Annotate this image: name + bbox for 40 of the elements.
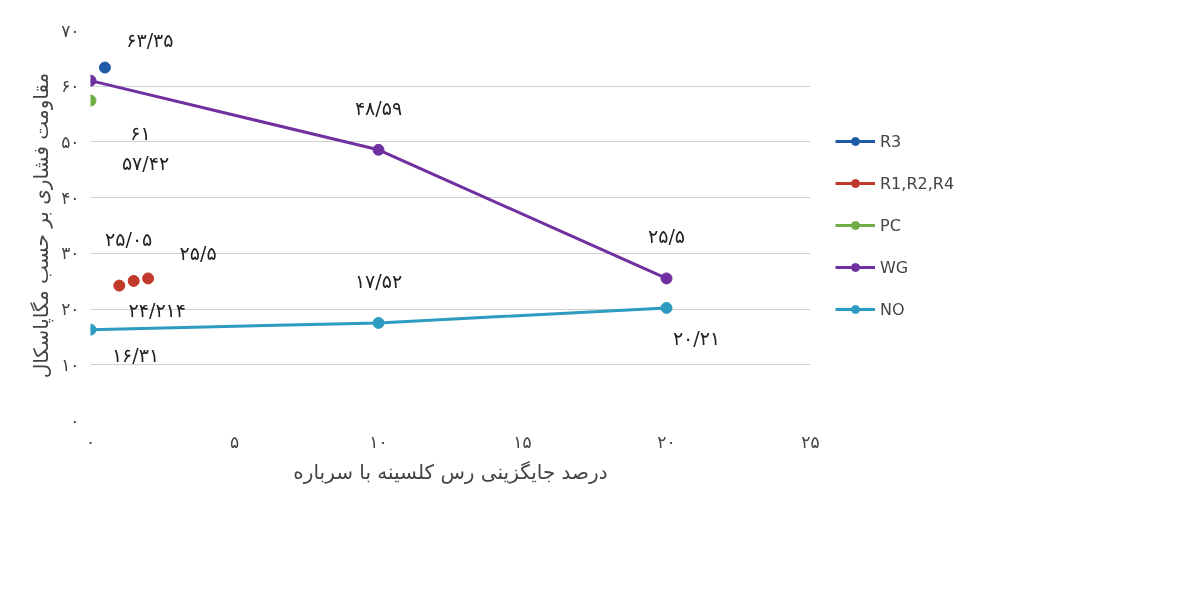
- data-label: ۲۵/۵: [647, 225, 686, 248]
- legend-label: R1,R2,R4: [880, 173, 955, 193]
- data-label: ۵۷/۴۲: [121, 151, 170, 174]
- point: [660, 272, 673, 285]
- y-tick-label: ۷۰: [61, 20, 80, 41]
- x-tick-label: ۰: [85, 431, 96, 452]
- x-tick-label: ۵: [229, 431, 240, 452]
- y-tick-label: ۵۰: [61, 131, 80, 152]
- legend-label: R3: [880, 131, 902, 151]
- legend-label: NO: [880, 299, 905, 319]
- y-tick-label: ۶۰: [61, 76, 80, 97]
- legend-label: PC: [880, 215, 901, 235]
- y-tick-label: ۱۰: [61, 354, 80, 375]
- data-label: ۲۰/۲۱: [672, 326, 721, 349]
- point: [142, 272, 155, 285]
- data-label: ۱۷/۵۲: [354, 269, 403, 292]
- y-axis-title: مقاومت فشاری بر حسب مگاپاسکال: [29, 72, 55, 379]
- x-axis-title: درصد جایگزینی رس کلسینه با سرباره: [293, 459, 608, 484]
- point: [113, 279, 126, 292]
- legend-label: WG: [880, 257, 909, 277]
- x-tick-label: ۲۰: [657, 431, 676, 452]
- point: [372, 143, 385, 156]
- data-label: ۴۸/۵۹: [354, 96, 403, 119]
- data-label: ۲۴/۲۱۴: [128, 298, 187, 321]
- y-tick-label: ۳۰: [61, 243, 80, 264]
- x-tick-label: ۱۵: [513, 431, 532, 452]
- data-label: ۲۵/۰۵: [105, 227, 153, 250]
- point: [98, 61, 111, 74]
- x-tick-label: ۱۰: [369, 431, 388, 452]
- data-label: ۶۳/۳۵: [126, 28, 174, 51]
- data-label: ۶۱: [130, 121, 151, 144]
- x-tick-label: ۲۵: [801, 431, 820, 452]
- data-label: ۲۵/۵: [179, 242, 217, 265]
- y-tick-label: ۰: [70, 410, 80, 431]
- point: [127, 274, 140, 287]
- data-label: ۱۶/۳۱: [111, 343, 160, 366]
- y-tick-label: ۲۰: [61, 299, 80, 320]
- point: [660, 301, 673, 314]
- y-tick-label: ۴۰: [61, 187, 80, 208]
- point: [372, 316, 385, 329]
